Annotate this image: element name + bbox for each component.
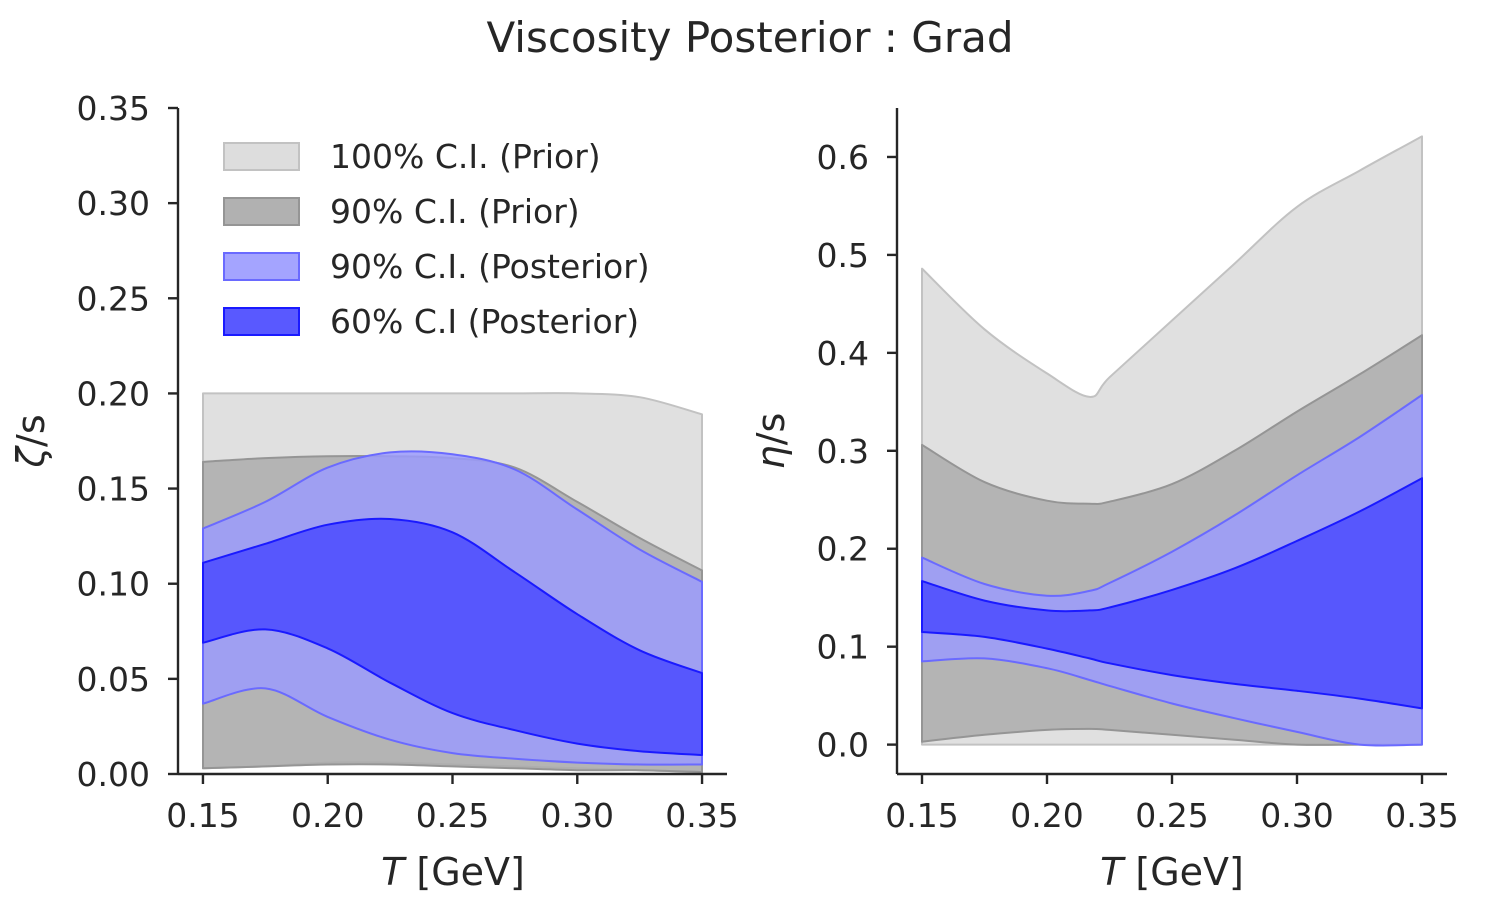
figure-title: Viscosity Posterior : Grad [486,13,1013,62]
zeta-y-tick-label: 0.35 [77,89,150,128]
zeta-y-tick-label: 0.00 [77,755,150,794]
legend-swatch-1 [223,142,300,171]
zeta-axes: 0.15 0.20 0.25 0.30 0.35 0.00 0.05 0.10 0.15 0.20… [77,89,739,835]
zeta-x-tick-label: 0.25 [416,796,489,835]
zeta-y-tick-label: 0.15 [77,470,150,509]
legend-swatch-2 [223,197,300,226]
zeta-panel: 0.15 0.20 0.25 0.30 0.35 0.00 0.05 0.10 0.15 0.20… [9,89,739,894]
zeta-y-tick-label: 0.05 [77,660,150,699]
zeta-x-tick-label: 0.30 [541,796,614,835]
zeta-y-axis-label: ζ/s [9,414,53,468]
eta-y-axis-label: η/s [749,413,793,470]
eta-panel: 0.15 0.20 0.25 0.30 0.35 0.0 0.1 0.2 0.3 0.4 0.5 0.… [749,108,1459,894]
zeta-bands [202,392,703,774]
zeta-y-tick-label: 0.20 [77,374,150,413]
legend-swatch-4 [223,307,300,336]
eta-bands [921,135,1423,747]
zeta-x-tick-label: 0.35 [665,796,738,835]
zeta-band-4 [202,517,703,756]
eta-axes: 0.15 0.20 0.25 0.30 0.35 0.0 0.1 0.2 0.3 0.4 0.5 0.… [817,108,1459,835]
eta-y-tick-label: 0.3 [817,432,869,471]
zeta-x-tick-label: 0.15 [166,796,239,835]
zeta-x-axis-label: T [GeV] [381,850,525,894]
legend-label-4: 60% C.I (Posterior) [330,302,639,341]
eta-y-tick-label: 0.5 [817,236,869,275]
eta-y-tick-label: 0.1 [817,628,869,667]
zeta-y-tick-label: 0.10 [77,565,150,604]
eta-x-tick-label: 0.35 [1385,796,1458,835]
zeta-y-tick-label: 0.25 [77,279,150,318]
legend-swatch-3 [223,252,300,281]
eta-y-tick-label: 0.2 [817,530,869,569]
legend-label-3: 90% C.I. (Posterior) [330,247,650,286]
eta-x-tick-label: 0.25 [1135,796,1208,835]
zeta-x-tick-label: 0.20 [291,796,364,835]
eta-y-tick-label: 0.0 [817,726,869,765]
eta-band-4 [921,477,1423,710]
eta-x-axis-label: T [GeV] [1100,850,1244,894]
legend-label-2: 90% C.I. (Prior) [330,192,580,231]
legend: 100% C.I. (Prior) 90% C.I. (Prior) 90% C.I… [223,137,650,341]
eta-x-tick-label: 0.20 [1010,796,1083,835]
legend-label-1: 100% C.I. (Prior) [330,137,601,176]
eta-y-tick-label: 0.6 [817,138,869,177]
eta-x-tick-label: 0.30 [1260,796,1333,835]
zeta-y-tick-label: 0.30 [77,184,150,223]
eta-y-tick-label: 0.4 [817,334,869,373]
eta-x-tick-label: 0.15 [885,796,958,835]
